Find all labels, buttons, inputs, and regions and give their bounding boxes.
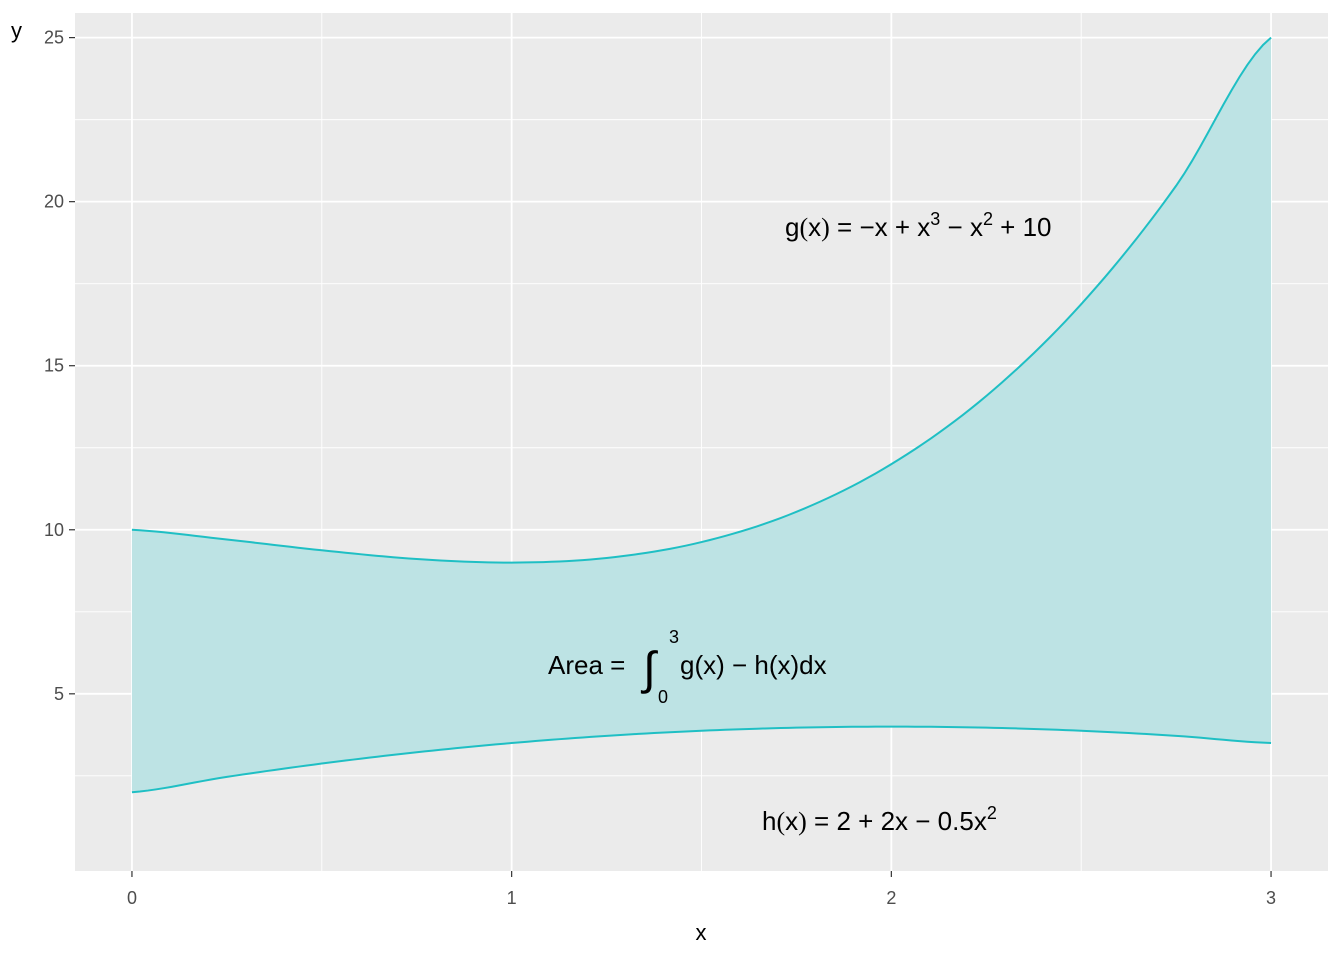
- area-label: Area =: [548, 650, 633, 680]
- curve-g: [131, 36, 1272, 564]
- x-axis-title: x: [696, 920, 707, 945]
- integral-upper-limit: 3: [669, 627, 679, 647]
- integrand: g(x) − h(x)dx: [680, 650, 827, 680]
- x-tick-label: 3: [1266, 888, 1276, 908]
- x-axis: 0 1 2 3: [127, 871, 1276, 908]
- annotation-g: g(x) = −x + x3 − x2 + 10: [785, 209, 1052, 242]
- y-tick-label: 5: [54, 684, 64, 704]
- y-tick-label: 15: [44, 356, 64, 376]
- area-band: [131, 37, 1272, 793]
- y-tick-label: 10: [44, 520, 64, 540]
- x-tick-label: 0: [127, 888, 137, 908]
- y-tick-label: 25: [44, 28, 64, 48]
- x-tick-label: 1: [507, 888, 517, 908]
- annotation-h: h(x) = 2 + 2x − 0.5x2: [762, 803, 997, 836]
- y-tick-label: 20: [44, 192, 64, 212]
- curve-h: [131, 725, 1272, 794]
- annotation-area: Area = ∫ 3 0 g(x) − h(x)dx: [548, 627, 827, 707]
- y-axis: 5 10 15 20 25: [44, 28, 75, 704]
- x-tick-label: 2: [886, 888, 896, 908]
- integral-lower-limit: 0: [658, 687, 668, 707]
- integral-sign: ∫: [640, 642, 658, 694]
- y-axis-title: y: [11, 18, 22, 43]
